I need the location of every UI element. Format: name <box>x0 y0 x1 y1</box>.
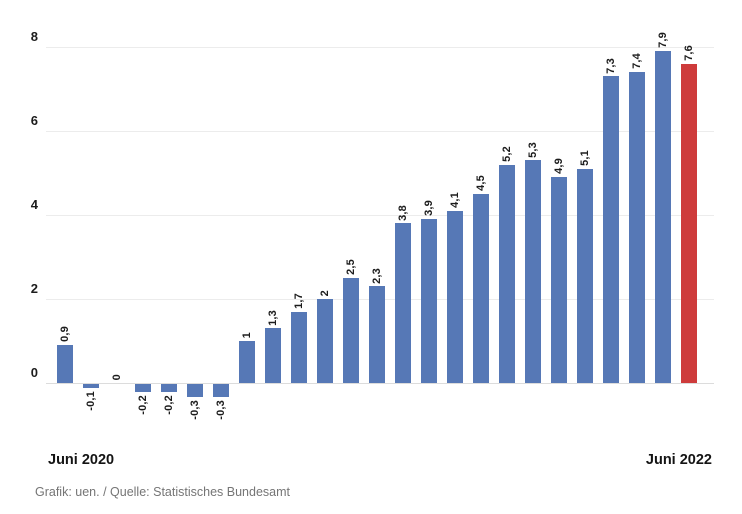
bar <box>265 328 281 383</box>
bar <box>603 76 619 383</box>
bar <box>525 160 541 383</box>
bar <box>473 194 489 383</box>
y-gridline <box>46 47 714 48</box>
bar <box>629 72 645 383</box>
bar-value-label: 7,3 <box>604 57 617 74</box>
bar-value-label: 7,4 <box>630 53 643 70</box>
bar <box>577 168 593 383</box>
y-gridline <box>46 131 714 132</box>
bar-value-label: 2,5 <box>344 259 357 275</box>
bar-value-label: -0,2 <box>162 395 175 416</box>
bar-value-label: 2 <box>318 289 331 296</box>
bar-value-label: 7,6 <box>682 44 695 61</box>
bar-value-label: 4,1 <box>448 191 461 208</box>
bar <box>135 384 151 393</box>
bar <box>343 278 359 383</box>
x-axis-label-start: Juni 2020 <box>48 452 115 468</box>
bar <box>161 384 177 393</box>
bar-value-label: -0,3 <box>188 399 201 420</box>
bar <box>421 219 437 383</box>
bar <box>57 345 73 383</box>
bar-value-label: 3,8 <box>396 204 409 221</box>
bar <box>447 210 463 383</box>
bar-value-label: 5,1 <box>578 149 591 166</box>
bar <box>369 286 385 383</box>
bar-value-label: 2,3 <box>370 267 383 284</box>
bar-value-label: 5,2 <box>500 145 513 162</box>
bar <box>395 223 411 383</box>
y-tick-label: 8 <box>30 29 38 44</box>
bar-value-label: 1,7 <box>292 292 305 309</box>
bar-value-label: 1,3 <box>266 309 279 326</box>
bar <box>187 384 203 397</box>
bar-value-label: 4,9 <box>552 158 565 175</box>
zero-gridline <box>46 383 714 384</box>
y-tick-label: 0 <box>30 365 38 380</box>
y-tick-label: 2 <box>30 281 38 296</box>
bar <box>291 311 307 383</box>
bar <box>239 341 255 383</box>
y-tick-label: 6 <box>30 113 38 128</box>
y-tick-label: 4 <box>30 197 38 212</box>
bar <box>655 51 671 383</box>
bar-value-label: -0,3 <box>214 399 227 420</box>
bar <box>83 384 99 389</box>
bar-value-label: 0,9 <box>58 326 71 343</box>
bar-value-label: -0,2 <box>136 395 149 416</box>
bar-value-label: -0,1 <box>84 391 97 411</box>
bar-value-label: 0 <box>110 373 123 380</box>
bar-highlighted <box>681 63 697 383</box>
bar-value-label: 5,3 <box>526 141 539 158</box>
bar <box>213 384 229 397</box>
y-gridline <box>46 215 714 216</box>
x-axis-label-end: Juni 2022 <box>645 452 712 468</box>
bar <box>551 177 567 383</box>
footer-credit: Grafik: uen. / Quelle: Statistisches Bun… <box>35 485 290 499</box>
bar <box>317 299 333 383</box>
bar-value-label: 4,5 <box>474 175 487 191</box>
bar-value-label: 7,9 <box>656 32 669 49</box>
bar-value-label: 1 <box>240 331 253 338</box>
bar-value-label: 3,9 <box>422 200 435 217</box>
bar <box>499 164 515 383</box>
